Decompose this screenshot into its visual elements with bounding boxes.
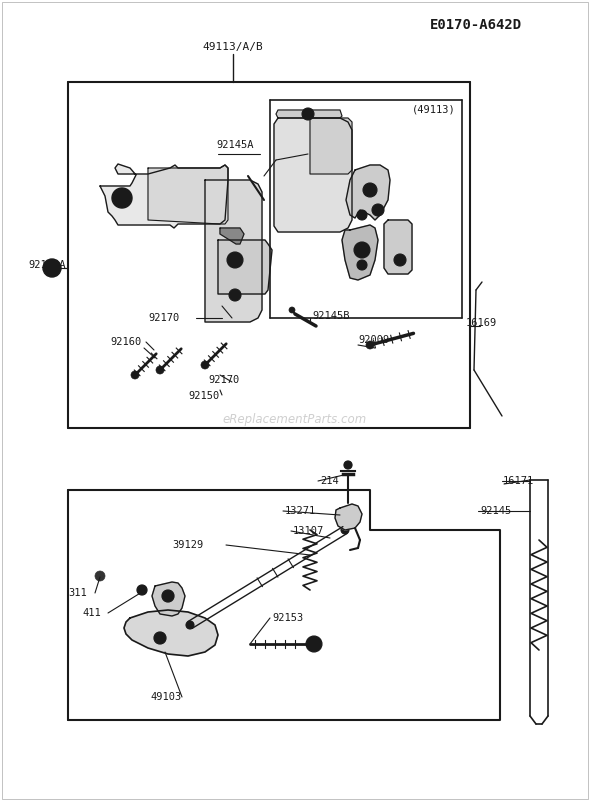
Polygon shape bbox=[124, 610, 218, 656]
Polygon shape bbox=[384, 220, 412, 274]
Text: 92145: 92145 bbox=[480, 506, 512, 516]
Circle shape bbox=[306, 112, 310, 116]
Polygon shape bbox=[276, 110, 342, 118]
Circle shape bbox=[233, 293, 237, 297]
Text: 92160: 92160 bbox=[110, 337, 141, 347]
Text: 13271: 13271 bbox=[285, 506, 316, 516]
Polygon shape bbox=[148, 165, 228, 224]
Text: 92170: 92170 bbox=[208, 375, 240, 385]
Circle shape bbox=[166, 594, 170, 598]
Text: 92153A: 92153A bbox=[28, 260, 65, 270]
Circle shape bbox=[363, 183, 377, 197]
Polygon shape bbox=[342, 225, 378, 280]
Circle shape bbox=[154, 632, 166, 644]
Circle shape bbox=[302, 108, 314, 120]
Text: 92145B: 92145B bbox=[312, 311, 349, 321]
Circle shape bbox=[201, 361, 209, 369]
Text: 16169: 16169 bbox=[466, 318, 497, 328]
Circle shape bbox=[118, 194, 126, 202]
Text: 214: 214 bbox=[320, 476, 339, 486]
Text: 92009: 92009 bbox=[358, 335, 389, 345]
Circle shape bbox=[227, 252, 243, 268]
Polygon shape bbox=[205, 180, 262, 322]
Circle shape bbox=[394, 254, 406, 266]
Circle shape bbox=[357, 210, 367, 220]
Circle shape bbox=[354, 242, 370, 258]
Circle shape bbox=[131, 371, 139, 379]
Text: eReplacementParts.com: eReplacementParts.com bbox=[223, 413, 367, 426]
Circle shape bbox=[140, 588, 144, 592]
Circle shape bbox=[232, 257, 238, 263]
Circle shape bbox=[112, 188, 132, 208]
Polygon shape bbox=[152, 582, 185, 616]
Text: E0170-A642D: E0170-A642D bbox=[430, 18, 522, 32]
Circle shape bbox=[306, 636, 322, 652]
Text: 49103: 49103 bbox=[150, 692, 181, 702]
Circle shape bbox=[357, 260, 367, 270]
Text: 92145A: 92145A bbox=[216, 140, 254, 150]
Text: 49113/A/B: 49113/A/B bbox=[202, 42, 263, 52]
Circle shape bbox=[186, 621, 194, 629]
Circle shape bbox=[156, 366, 164, 374]
Polygon shape bbox=[220, 228, 244, 244]
Text: 92153: 92153 bbox=[272, 613, 303, 623]
Circle shape bbox=[289, 307, 295, 313]
Text: 39129: 39129 bbox=[172, 540, 203, 550]
Text: 411: 411 bbox=[82, 608, 101, 618]
Text: 311: 311 bbox=[68, 588, 87, 598]
Circle shape bbox=[366, 341, 374, 349]
Circle shape bbox=[162, 590, 174, 602]
Polygon shape bbox=[310, 118, 352, 174]
Polygon shape bbox=[100, 164, 228, 228]
Polygon shape bbox=[346, 165, 390, 220]
Polygon shape bbox=[335, 504, 362, 530]
Text: 92150: 92150 bbox=[188, 391, 219, 401]
Circle shape bbox=[229, 289, 241, 301]
Text: 13107: 13107 bbox=[293, 526, 325, 536]
Text: 16171: 16171 bbox=[503, 476, 535, 486]
Circle shape bbox=[137, 585, 147, 595]
Circle shape bbox=[344, 461, 352, 469]
Circle shape bbox=[95, 571, 105, 581]
Circle shape bbox=[372, 204, 384, 216]
Circle shape bbox=[341, 526, 349, 534]
Polygon shape bbox=[274, 118, 352, 232]
Text: (49113): (49113) bbox=[412, 104, 456, 114]
Text: 92170: 92170 bbox=[148, 313, 179, 323]
Polygon shape bbox=[218, 240, 272, 294]
Circle shape bbox=[43, 259, 61, 277]
